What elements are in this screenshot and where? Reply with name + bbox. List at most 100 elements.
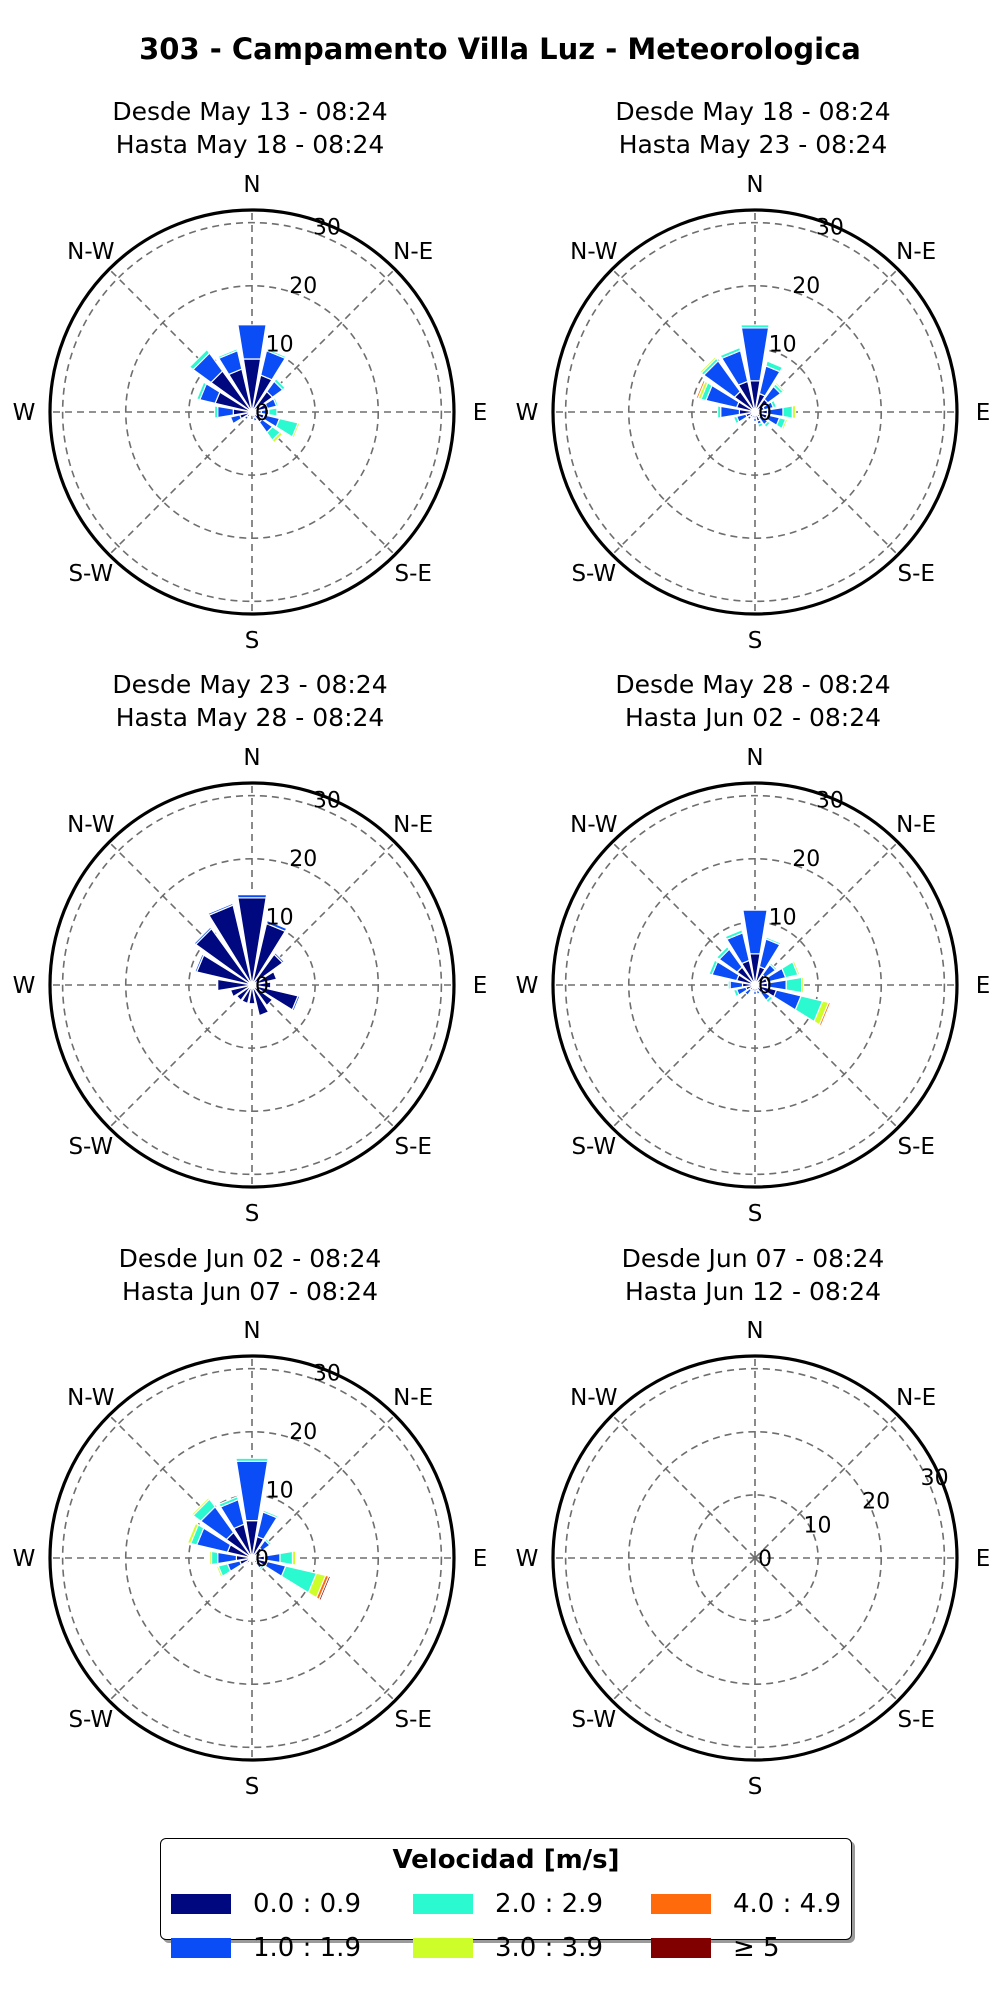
bar-sector-11-bin-2: [732, 988, 740, 998]
direction-label-W: W: [13, 1546, 36, 1572]
outer-circle: [551, 781, 959, 1189]
figure-title: 303 - Campamento Villa Luz - Meteorologi…: [139, 32, 861, 66]
bar-sector-2-bin-2: [273, 377, 287, 391]
direction-label-E: E: [473, 400, 488, 426]
bar-sector-8-bin-1: [752, 990, 758, 995]
outer-circle: [48, 781, 456, 1189]
bar-sector-13-bin-1: [194, 953, 205, 973]
legend-label-0: 0.0 : 0.9: [253, 1889, 361, 1919]
panel-3-title-line2: Hasta May 28 - 08:24: [115, 703, 385, 732]
r-tick-label-20: 20: [289, 1420, 317, 1445]
grid-circle-20: [124, 857, 380, 1113]
grid-circle-20: [124, 1430, 380, 1686]
spoke-5: [108, 411, 253, 556]
spoke-5: [611, 1557, 756, 1702]
r-tick-label-30: 30: [313, 788, 341, 813]
bar-sector-13-bin-3: [186, 1522, 200, 1545]
grid-circle-30: [61, 221, 443, 603]
panel-2-title-line2: Hasta May 23 - 08:24: [618, 130, 888, 159]
spoke-7: [611, 268, 756, 413]
windrose-2: 0 10 20 30 N N-E E S-E S S-W W N-W: [516, 172, 991, 654]
bar-sector-2-bin-2: [264, 1537, 273, 1546]
bar-sector-12-bin-2: [214, 405, 219, 419]
bar-sector-15-bin-2: [217, 1495, 239, 1508]
panel-2-title: Desde May 18 - 08:24 Hasta May 23 - 08:2…: [503, 95, 1000, 161]
spoke-3: [251, 411, 396, 556]
spoke-5: [611, 984, 756, 1129]
bar-sector-3-bin-2: [770, 399, 778, 409]
bar-sector-4-bin-2: [279, 1550, 294, 1566]
direction-label-N-E: N-E: [896, 239, 936, 265]
bar-sector-1-bin-2: [265, 347, 288, 360]
panel-6-title-line2: Hasta Jun 12 - 08:24: [625, 1277, 881, 1306]
direction-label-S: S: [748, 1201, 763, 1227]
r-tick-label-0: 0: [758, 401, 772, 426]
panel-4-title: Desde May 28 - 08:24 Hasta Jun 02 - 08:2…: [503, 668, 1000, 734]
r-tick-label-0: 0: [255, 974, 269, 999]
grid-circle-30: [564, 794, 946, 1176]
r-tick-label-30: 30: [921, 1466, 949, 1491]
direction-label-S-E: S-E: [394, 561, 431, 587]
legend-swatch-1: [171, 1938, 231, 1958]
spoke-1: [251, 1414, 396, 1559]
spoke-1: [251, 268, 396, 413]
bar-sector-11-bin-3: [215, 1565, 224, 1579]
bar-sector-3-bin-0: [251, 970, 278, 986]
grid-circle-10: [188, 921, 316, 1049]
panel-4-title-line2: Hasta Jun 02 - 08:24: [503, 701, 1000, 734]
direction-label-W: W: [516, 973, 539, 999]
windrose-5: 0 10 20 30 N N-E E S-E S S-W W N-W: [13, 1318, 488, 1800]
direction-label-S-W: S-W: [68, 561, 113, 587]
bar-sector-6-bin-2: [763, 420, 772, 429]
spoke-3: [754, 1557, 899, 1702]
bar-sector-14-bin-3: [190, 1496, 211, 1517]
bar-sector-4-bin-3: [801, 976, 805, 994]
direction-label-S-W: S-W: [571, 561, 616, 587]
r-tick-label-0: 0: [255, 401, 269, 426]
spoke-7: [611, 841, 756, 986]
direction-label-N-W: N-W: [67, 812, 114, 838]
r-tick-label-10: 10: [769, 906, 797, 931]
bar-sector-1-bin-1: [265, 919, 288, 933]
bar-sector-6-bin-0: [251, 984, 274, 1007]
panel-6-title: Desde Jun 07 - 08:24 Hasta Jun 12 - 08:2…: [503, 1242, 1000, 1308]
direction-label-W: W: [516, 400, 539, 426]
bar-sector-5-bin-5: [318, 1575, 332, 1602]
grid-circle-10: [188, 1494, 316, 1622]
grid-circle-20: [124, 284, 380, 540]
legend-label-2: 2.0 : 2.9: [495, 1889, 603, 1919]
bar-sector-15-bin-2: [216, 347, 239, 360]
direction-label-S-W: S-W: [571, 1134, 616, 1160]
bar-sector-3-bin-3: [791, 959, 801, 976]
bar-sector-12-bin-2: [717, 405, 722, 419]
grid-circle-20: [627, 1430, 883, 1686]
bar-sector-12-bin-1: [217, 405, 234, 419]
direction-label-S-E: S-E: [897, 1707, 934, 1733]
bar-sector-14-bin-2: [715, 945, 730, 960]
bar-sector-5-bin-4: [818, 1001, 832, 1027]
panel-3-title-line1: Desde May 23 - 08:24: [112, 670, 388, 699]
legend-item-0: 0.0 : 0.9: [171, 1887, 361, 1921]
legend-title: Velocidad [m/s]: [392, 1845, 620, 1875]
direction-label-N-E: N-E: [393, 239, 433, 265]
legend-swatch-0: [171, 1894, 231, 1914]
bar-sector-15-bin-1: [207, 902, 234, 916]
bar-sector-7-bin-2: [757, 421, 765, 429]
bar-sector-6-bin-3: [271, 431, 284, 444]
grid-circle-10: [188, 348, 316, 476]
bar-sector-13-bin-4: [695, 379, 706, 400]
legend-item-1: 1.0 : 1.9: [171, 1931, 361, 1965]
direction-label-S-W: S-W: [68, 1134, 113, 1160]
r-tick-label-20: 20: [792, 847, 820, 872]
grid-circle-20: [627, 284, 883, 540]
legend-swatch-4: [651, 1894, 711, 1914]
r-tick-label-20: 20: [862, 1490, 890, 1515]
r-tick-label-10: 10: [266, 333, 294, 358]
outer-circle: [48, 1354, 456, 1762]
bar-sector-8-bin-0: [248, 984, 256, 1005]
spoke-7: [108, 1414, 253, 1559]
bar-sector-14-bin-1: [193, 926, 213, 946]
spoke-5: [611, 411, 756, 556]
r-tick-label-20: 20: [792, 274, 820, 299]
panel-4-title-line1: Desde May 28 - 08:24: [615, 670, 891, 699]
